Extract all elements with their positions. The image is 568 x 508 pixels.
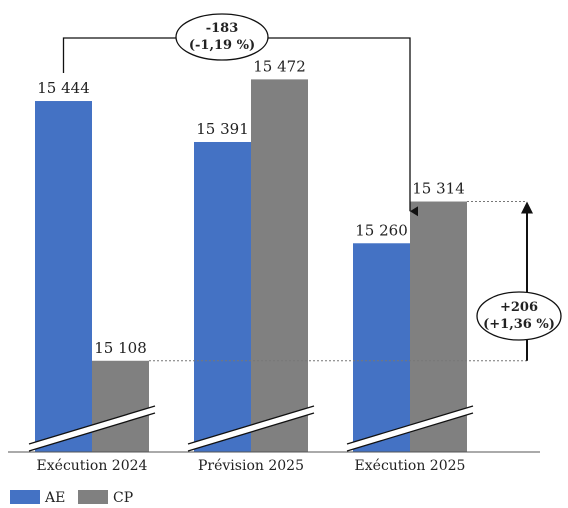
cp-change-value: +206: [500, 300, 538, 315]
bars-group: [35, 79, 467, 453]
bar-ae-2: [353, 243, 410, 452]
value-labels: 15 444 15 391 15 260 15 108 15 472 15 314: [37, 57, 465, 356]
legend-label-cp: CP: [113, 490, 133, 506]
value-label-cp-0: 15 108: [94, 339, 147, 357]
bar-ae-1: [194, 141, 251, 452]
ae-change-bubble: [175, 13, 269, 61]
x-tick-label-0: Exécution 2024: [37, 458, 148, 474]
x-tick-label-2: Exécution 2025: [355, 458, 466, 474]
value-label-ae-0: 15 444: [37, 79, 90, 97]
legend-swatch-ae: [10, 490, 40, 504]
value-label-cp-1: 15 472: [253, 57, 306, 75]
x-tick-label-1: Prévision 2025: [198, 458, 304, 474]
annotation-cp-change: +206 (+1,36 %): [476, 201, 562, 361]
axis-break-marks: [28, 405, 474, 452]
value-label-ae-1: 15 391: [196, 120, 249, 138]
cp-change-arrowhead: [521, 201, 533, 214]
axis-break-1: [187, 405, 315, 452]
ae-change-percent: (-1,19 %): [189, 38, 255, 53]
cp-change-bubble: [476, 291, 562, 341]
legend: AE CP: [10, 490, 133, 506]
bar-ae-0: [35, 101, 92, 453]
legend-label-ae: AE: [44, 490, 65, 506]
axis-break-2: [346, 405, 474, 452]
axis-break-0: [28, 405, 156, 452]
cp-change-percent: (+1,36 %): [483, 317, 555, 332]
ae-change-value: -183: [206, 21, 239, 36]
bar-cp-0: [92, 360, 149, 452]
legend-swatch-cp: [78, 490, 108, 504]
bar-cp-1: [251, 79, 308, 452]
value-label-cp-2: 15 314: [412, 180, 465, 198]
value-label-ae-2: 15 260: [355, 221, 408, 239]
guide-lines: [149, 201, 527, 362]
annotation-ae-change: -183 (-1,19 %): [62, 13, 418, 217]
